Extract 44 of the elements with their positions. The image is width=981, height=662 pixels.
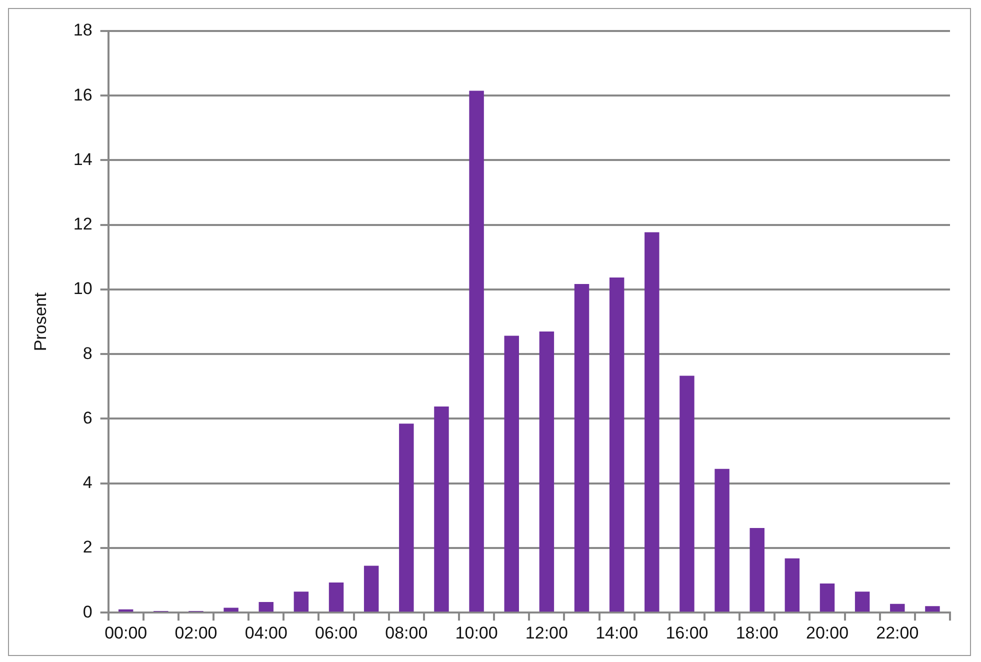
x-tick-label: 18:00 [736, 623, 778, 642]
y-tick-label: 10 [73, 279, 92, 298]
x-tick-label: 12:00 [525, 623, 568, 642]
bar [574, 284, 590, 612]
bar [925, 606, 940, 612]
bar [854, 592, 870, 612]
y-tick-label: 12 [73, 214, 92, 234]
x-tick-label: 14:00 [596, 623, 638, 642]
x-tick-label: 08:00 [385, 623, 428, 642]
bar [399, 424, 414, 612]
x-tick-label: 20:00 [806, 623, 849, 642]
bar [680, 376, 694, 612]
y-tick-label: 8 [82, 344, 92, 363]
x-tick-label: 02:00 [174, 623, 218, 642]
y-tick-label: 14 [73, 150, 92, 169]
bar [504, 336, 519, 612]
bar [820, 584, 835, 612]
x-tick-label: 00:00 [104, 623, 148, 642]
x-tick-label: 06:00 [314, 623, 358, 642]
bar [364, 566, 379, 612]
x-tick-label: 04:00 [244, 623, 288, 642]
bar [294, 592, 309, 612]
bar [609, 278, 624, 612]
bar [784, 558, 800, 612]
bar [890, 604, 905, 612]
bar [434, 406, 449, 612]
x-tick-label: 10:00 [455, 623, 498, 642]
bar [644, 232, 660, 612]
y-tick-label: 16 [73, 85, 92, 104]
bar [224, 608, 238, 612]
y-tick-label: 4 [82, 473, 92, 492]
y-tick-label: 6 [82, 408, 92, 428]
bar [750, 528, 764, 612]
bar [328, 582, 344, 612]
y-tick-label: 0 [82, 602, 92, 622]
y-axis-title: Prosent [30, 292, 50, 352]
bar [258, 602, 274, 612]
bar [469, 90, 484, 612]
bar [714, 468, 730, 612]
x-tick-label: 22:00 [876, 623, 919, 642]
x-tick-label: 16:00 [666, 623, 708, 642]
y-tick-label: 2 [82, 538, 92, 557]
y-tick-label: 18 [73, 20, 92, 40]
bar [539, 331, 554, 612]
